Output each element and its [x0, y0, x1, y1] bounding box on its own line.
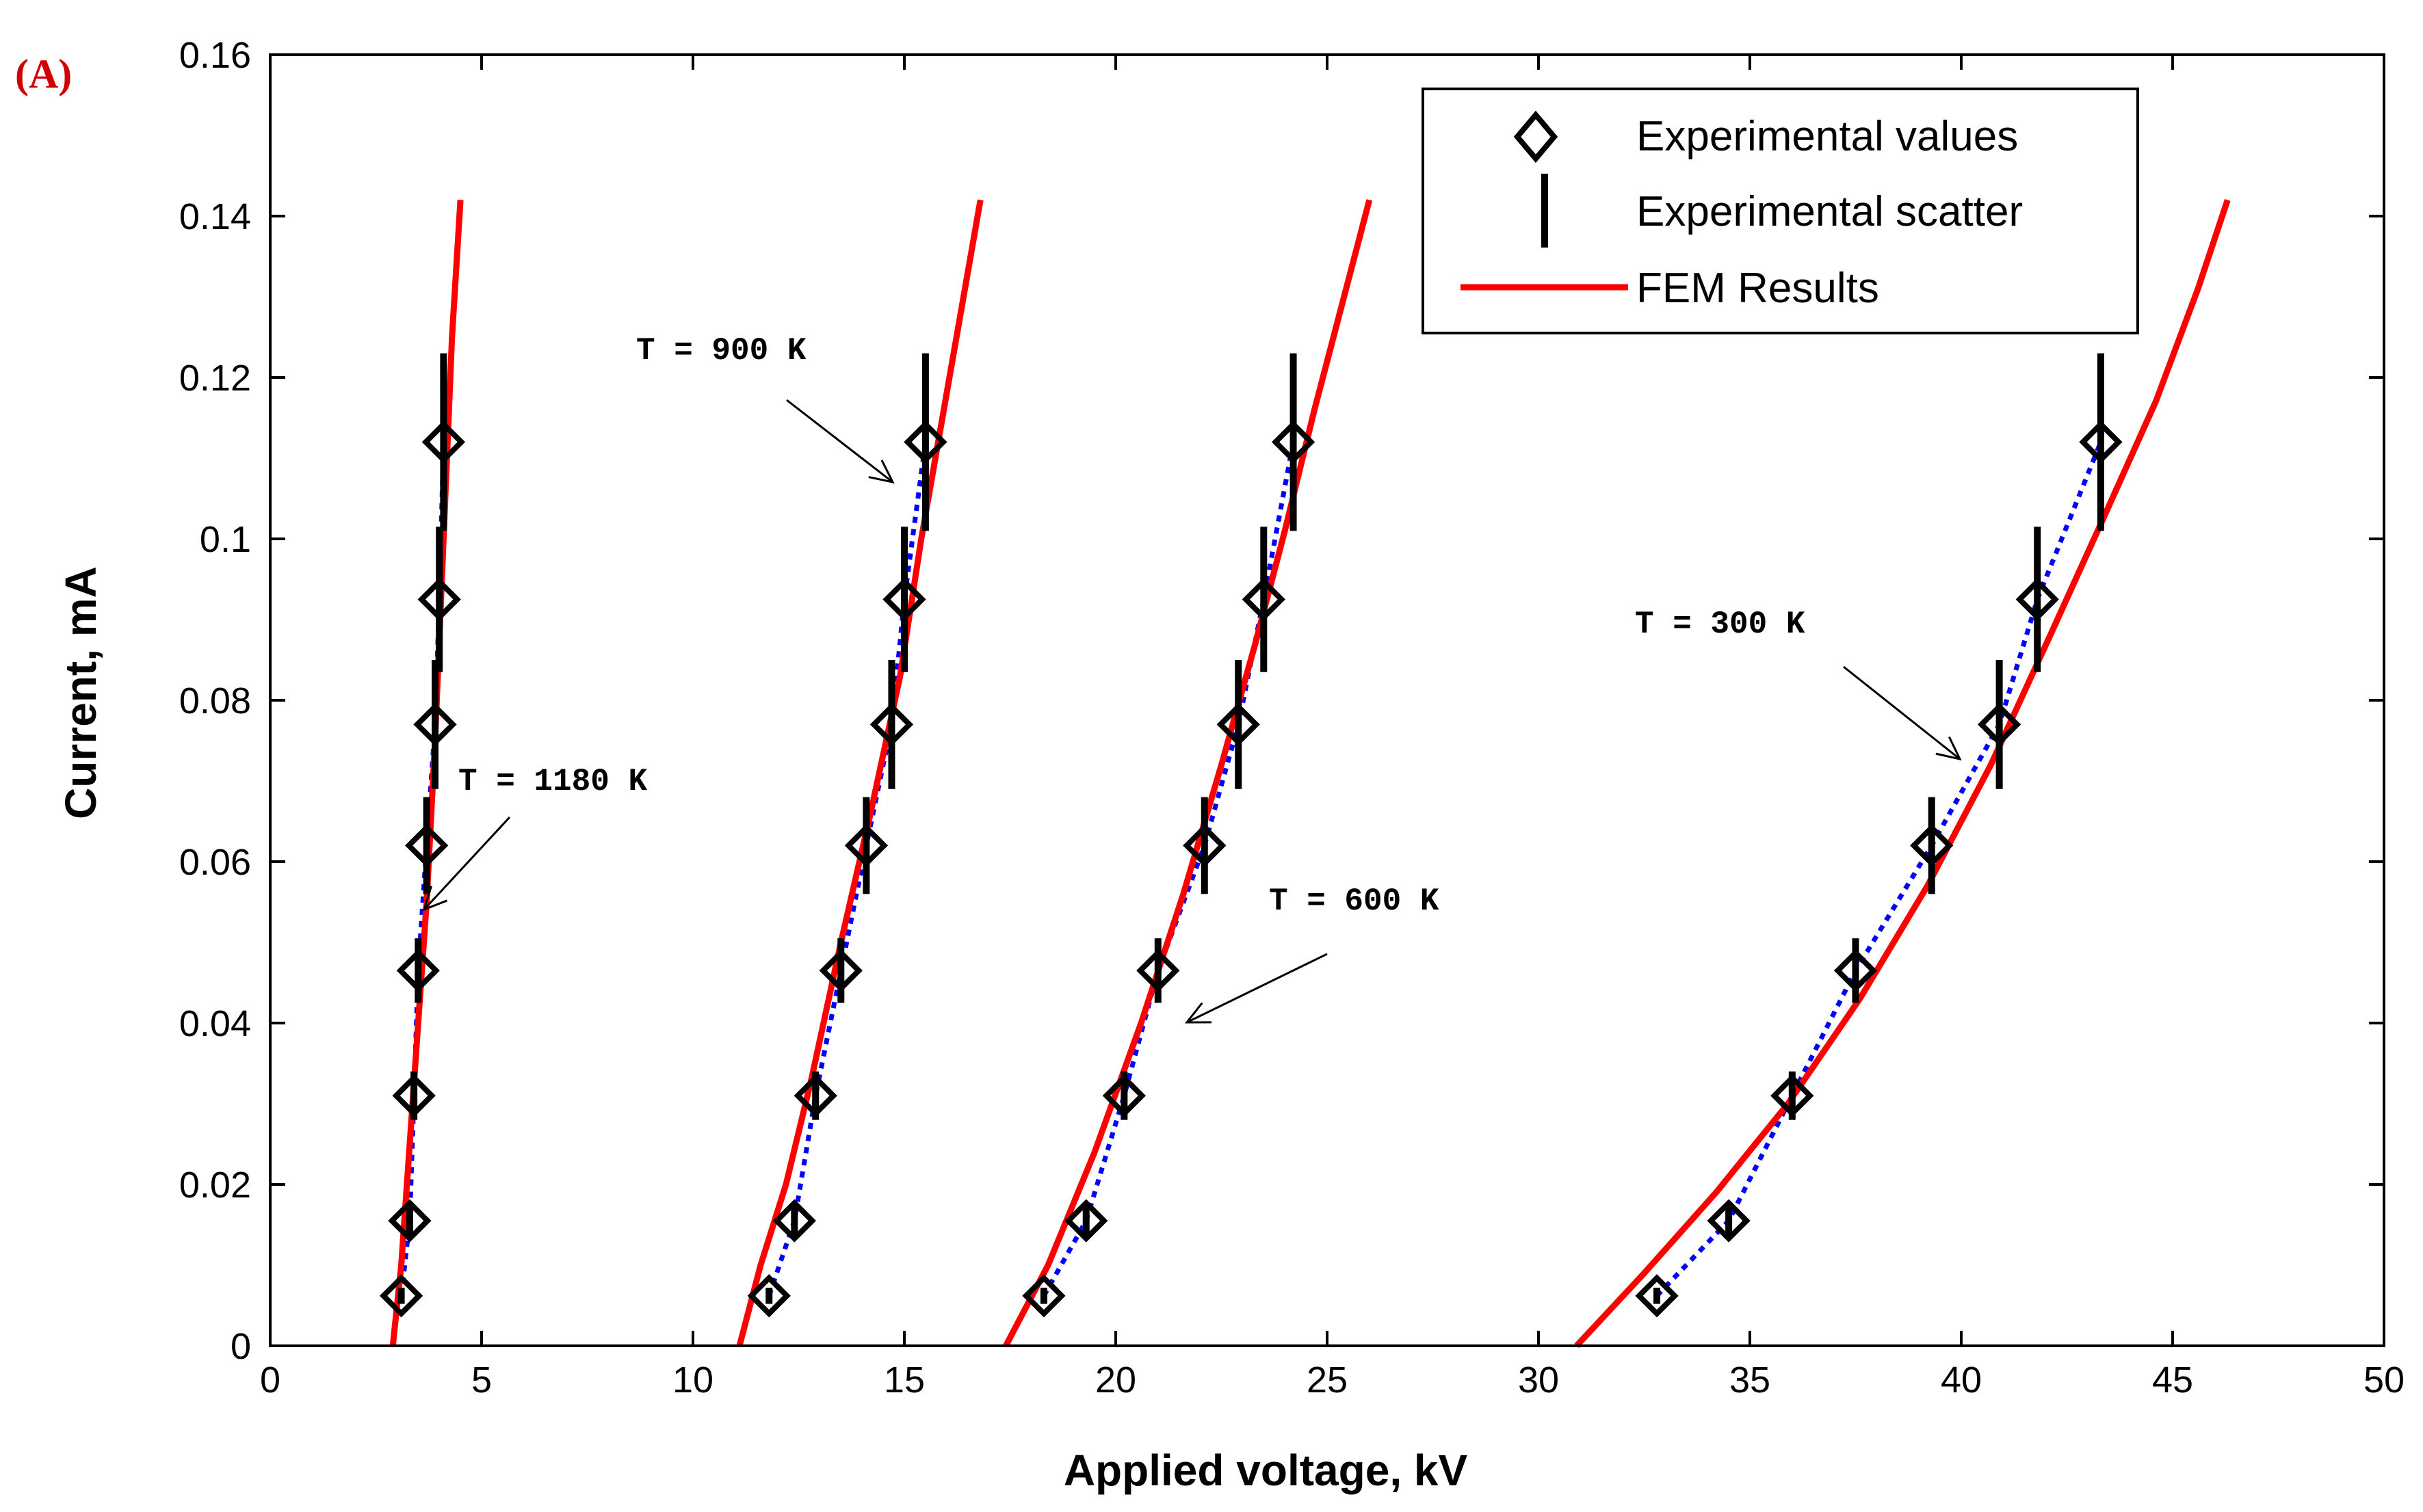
x-tick-label: 25 [1307, 1360, 1348, 1401]
fem-line-series-2 [1003, 199, 1373, 1348]
fem-line-series-0 [389, 200, 464, 1347]
x-axis-title: Applied voltage, kV [1064, 1446, 1468, 1495]
data-point-marker [1635, 1274, 1679, 1318]
annotation-label: T = 1180 K [458, 764, 647, 799]
data-point-marker [844, 823, 889, 868]
annotation-arrow [1843, 665, 1961, 760]
y-tick-label: 0.04 [179, 1003, 251, 1044]
data-point-marker [869, 702, 914, 747]
data-point-marker [1216, 702, 1260, 747]
data-point-marker [413, 702, 457, 747]
data-point-marker [882, 577, 926, 622]
annotations: T = 900 K T = 1180 K T = 600 K T = 300 K [422, 333, 1962, 1024]
x-tick-label: 0 [260, 1360, 280, 1401]
x-tick-label: 20 [1095, 1360, 1136, 1401]
annotation-arrowhead [868, 460, 895, 484]
x-tick-label: 45 [2152, 1360, 2193, 1401]
data-point-marker [417, 577, 461, 622]
data-point-marker [1910, 823, 1954, 868]
legend-entry-fem-results: FEM Results [1636, 265, 1879, 312]
data-point-marker [396, 949, 440, 992]
y-tick-label: 0.08 [179, 680, 251, 721]
data-point-marker [794, 1074, 837, 1117]
x-tick-label: 30 [1518, 1360, 1559, 1401]
fem-line-series-3 [1574, 198, 2231, 1349]
data-point-marker [421, 420, 466, 464]
y-axis-title: Current, mA [56, 566, 105, 819]
plot-area [379, 198, 2231, 1349]
x-tick-label: 10 [672, 1360, 713, 1401]
data-point-marker [405, 823, 449, 868]
data-point-marker [1707, 1199, 1751, 1243]
data-point-marker [2015, 577, 2059, 622]
y-tick-label: 0.02 [179, 1165, 251, 1206]
axes: Applied voltage, kV Current, mA 0 5 10 15 20… [56, 35, 2405, 1495]
x-tick-label: 5 [471, 1360, 492, 1401]
y-tick-label: 0 [231, 1326, 251, 1367]
data-point-marker [904, 420, 947, 464]
y-tick-label: 0.06 [179, 842, 251, 883]
annotation-arrowhead [1935, 736, 1962, 761]
panel-label: (A) [15, 51, 72, 96]
annotation-arrowhead [1184, 1002, 1212, 1024]
data-point-marker [747, 1274, 791, 1318]
annotation-label: T = 900 K [636, 333, 807, 369]
data-point-marker [1770, 1074, 1814, 1117]
data-point-marker [1833, 949, 1878, 992]
y-tick-label: 0.12 [179, 358, 251, 399]
data-point-marker [1242, 577, 1285, 622]
data-point-marker [1183, 823, 1227, 868]
annotation-arrowhead [422, 886, 448, 912]
y-tick-label: 0.16 [179, 35, 251, 76]
x-tick-label: 15 [884, 1360, 925, 1401]
legend-entry-experimental-scatter: Experimental scatter [1636, 188, 2023, 235]
annotation-arrow [423, 816, 511, 911]
data-point-marker [2079, 420, 2123, 464]
data-point-marker [1136, 949, 1180, 992]
x-tick-label: 35 [1729, 1360, 1770, 1401]
data-point-marker [1977, 702, 2021, 747]
legend-entry-experimental-values: Experimental values [1636, 113, 2018, 160]
annotation-label: T = 600 K [1269, 884, 1439, 919]
fit-line-series-3 [1655, 441, 2104, 1298]
data-point-marker [392, 1074, 436, 1117]
data-point-marker [772, 1199, 816, 1243]
fit-line-series-2 [1041, 441, 1296, 1297]
annotation-arrow [1186, 953, 1328, 1024]
x-tick-label: 50 [2363, 1360, 2405, 1401]
data-point-marker [819, 949, 863, 992]
legend: Experimental values Experimental scatter… [1422, 88, 2139, 334]
data-point-marker [1064, 1199, 1108, 1243]
data-point-marker [388, 1199, 432, 1243]
annotation-label: T = 300 K [1635, 607, 1805, 642]
data-point-marker [1102, 1074, 1147, 1117]
x-tick-label: 40 [1941, 1360, 1982, 1401]
legend-diamond-icon [1513, 110, 1558, 163]
data-point-marker [379, 1274, 423, 1318]
y-tick-label: 0.1 [200, 519, 251, 560]
fem-line-series-1 [736, 199, 984, 1347]
data-point-marker [1271, 420, 1315, 464]
y-tick-label: 0.14 [179, 196, 251, 237]
annotation-arrow [786, 399, 893, 483]
data-point-marker [1022, 1274, 1066, 1318]
